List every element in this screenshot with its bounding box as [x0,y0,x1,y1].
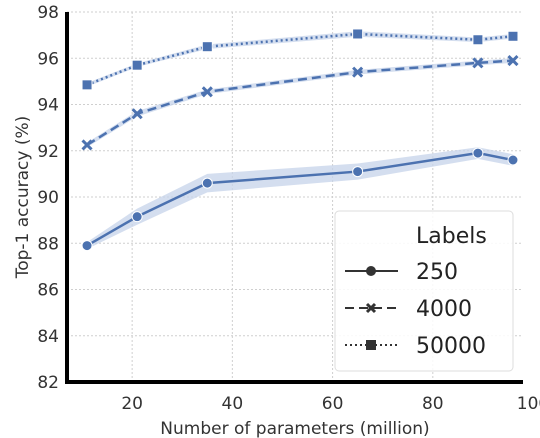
tick-labels: 82 84 86 88 90 92 94 96 98 20 40 60 80 100 [37,3,540,414]
x-axis-label: Number of parameters (million) [160,419,429,438]
y-tick-label: 82 [37,373,59,393]
data-point-250 [81,240,93,252]
data-point-4000 [81,139,93,151]
y-tick-label: 98 [37,3,59,23]
legend-label-250: 250 [416,260,458,285]
y-tick-label: 90 [37,188,59,208]
data-point-50000 [81,79,93,91]
data-point-50000 [201,41,213,53]
legend-marker-50000 [366,340,376,350]
x-tick-label: 20 [121,394,143,414]
data-point-4000-stroke [507,55,519,67]
data-point-4000 [201,86,213,98]
x-tick-label: 80 [422,394,444,414]
x-tick-label: 100 [517,394,540,414]
data-point-250 [472,147,484,159]
legend-label-4000: 4000 [416,297,472,322]
data-point-50000 [507,30,519,42]
legend-label-50000: 50000 [416,334,486,359]
axes [65,12,523,384]
band-4000 [87,58,513,148]
series-line-4000 [86,59,514,147]
data-point-50000 [131,59,143,71]
y-tick-label: 88 [37,234,59,254]
legend-marker-4000 [365,302,377,314]
series-line-250 [86,151,514,247]
series-lines [86,32,514,247]
legend: Labels 250 4000 50000 [334,210,514,372]
data-point-4000 [131,108,143,120]
data-point-4000-stroke [81,139,93,151]
y-tick-label: 92 [37,142,59,162]
legend-marker-stroke [365,302,377,314]
y-tick-label: 86 [37,281,59,301]
x-tick-label: 40 [222,394,244,414]
x-tick-label: 60 [322,394,344,414]
data-point-250 [507,154,519,166]
data-point-4000-stroke [472,57,484,69]
data-point-50000 [352,28,364,40]
data-point-50000 [472,34,484,46]
legend-items: 250 4000 50000 [345,260,486,359]
data-point-4000 [472,57,484,69]
data-point-250 [131,211,143,223]
legend-box [334,210,514,372]
data-point-250 [201,177,213,189]
series-line-50000 [86,32,514,87]
confidence-bands [87,31,513,250]
y-tick-label: 96 [37,49,59,69]
data-point-4000 [352,66,364,78]
legend-title: Labels [416,224,487,249]
y-tick-label: 84 [37,327,59,347]
data-point-4000-stroke [352,66,364,78]
data-point-4000 [507,55,519,67]
series-markers [81,28,519,252]
band-250 [87,147,513,250]
y-tick-label: 94 [37,96,59,116]
legend-marker-250 [366,266,376,276]
y-axis-label: Top-1 accuracy (%) [13,116,33,280]
data-point-4000-stroke [201,86,213,98]
data-point-250 [352,166,364,178]
data-point-4000-stroke [131,108,143,120]
